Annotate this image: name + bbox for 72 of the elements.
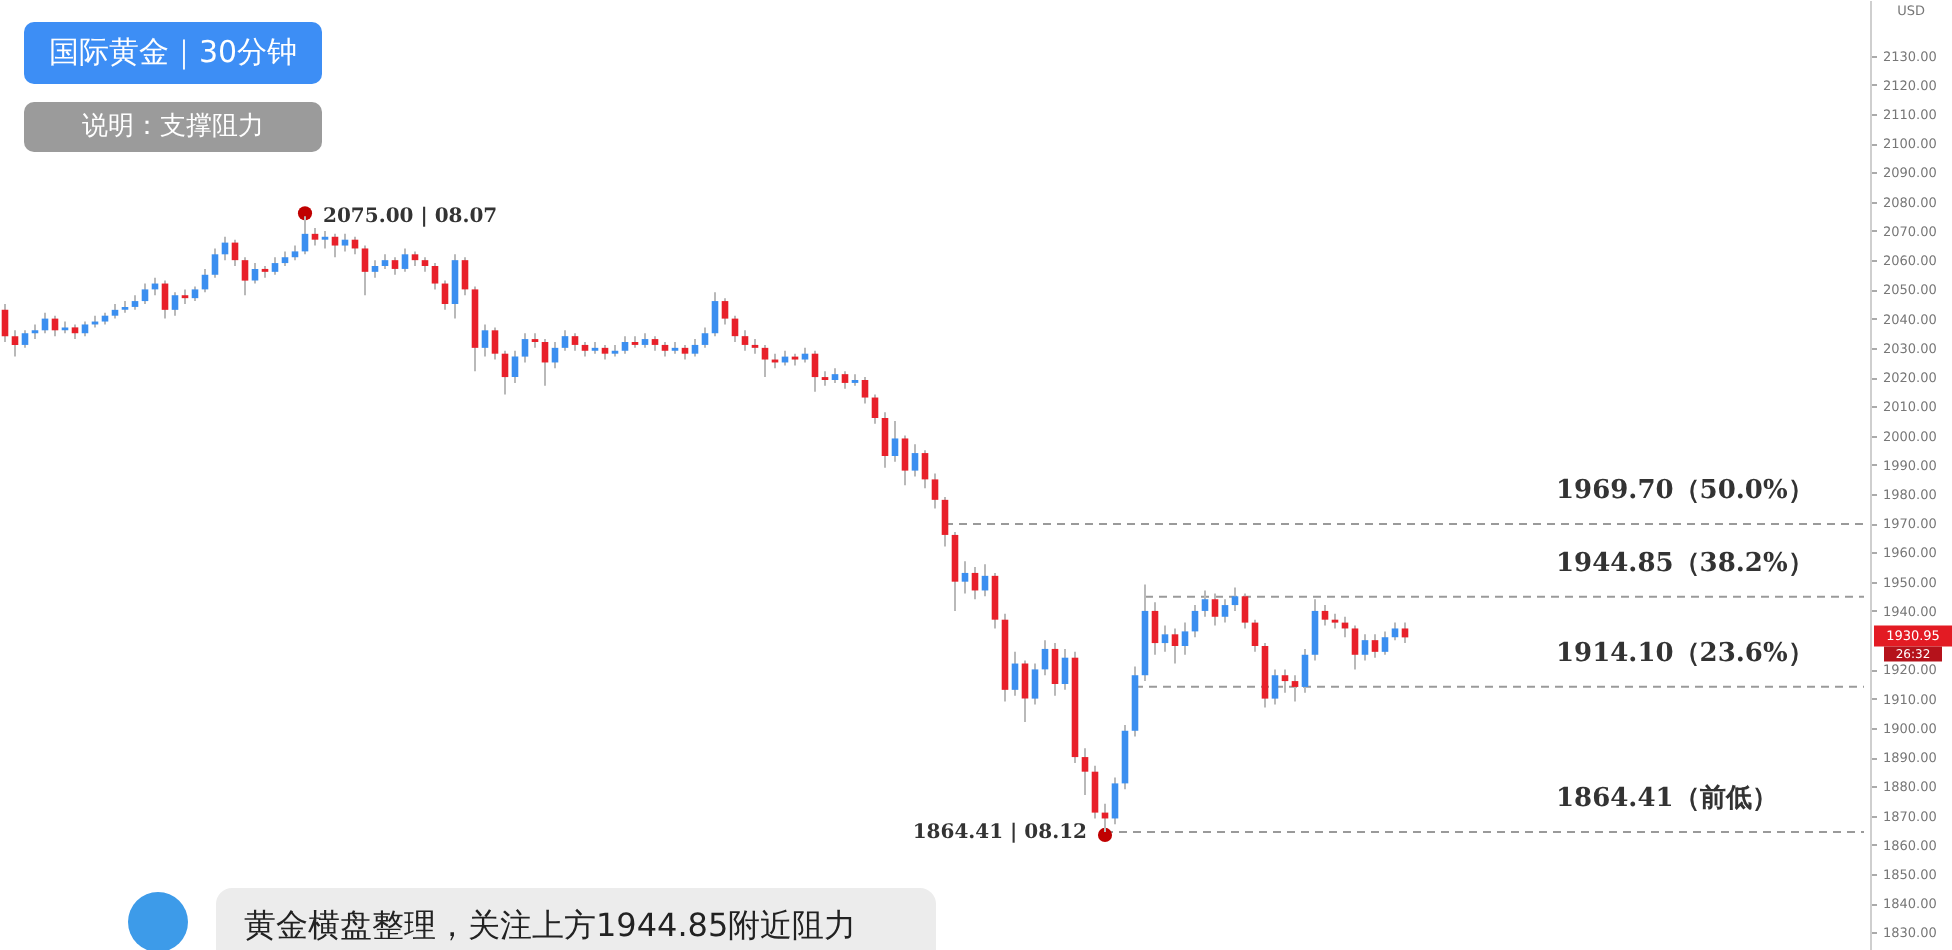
candlestick — [761, 343, 769, 379]
candlestick — [461, 256, 469, 297]
candlestick — [891, 419, 899, 463]
candlestick — [1, 303, 9, 343]
candlestick — [1221, 598, 1229, 624]
candlestick — [931, 472, 939, 510]
candlestick — [1381, 630, 1389, 656]
candlestick — [961, 560, 969, 595]
candlestick — [1301, 647, 1309, 694]
candlestick — [401, 247, 409, 273]
candlestick — [1311, 598, 1319, 662]
annotation: 2075.00 | 08.07 — [323, 206, 498, 229]
candlestick — [1201, 589, 1209, 618]
candlestick — [451, 253, 459, 320]
candlestick — [1251, 618, 1259, 653]
candlestick — [431, 262, 439, 291]
candlestick — [491, 326, 499, 361]
ref-line-label: 1969.70（50.0%） — [1556, 476, 1814, 507]
candlestick — [1031, 662, 1039, 706]
candlestick — [1361, 633, 1369, 662]
candlestick — [161, 279, 169, 320]
candlestick — [991, 571, 999, 630]
candlestick — [1271, 668, 1279, 706]
candlestick — [561, 329, 569, 352]
candlestick — [521, 332, 529, 364]
candlestick — [901, 434, 909, 487]
candlestick — [1401, 621, 1409, 645]
candlestick — [1061, 647, 1069, 691]
candlestick — [251, 262, 259, 285]
candlestick — [1161, 624, 1169, 653]
candlestick — [701, 326, 709, 349]
candlestick — [481, 323, 489, 358]
candlestick — [1181, 621, 1189, 656]
candlestick — [1371, 633, 1379, 659]
candlestick — [171, 291, 179, 317]
ref-line-label: 1864.41（前低） — [1556, 783, 1778, 814]
ref-line-label: 1944.85（38.2%） — [1556, 548, 1814, 579]
annotation: 黄金横盘整理，关注上方1944.85附近阻力 — [244, 904, 857, 948]
candlestick — [1051, 642, 1059, 697]
candlestick — [921, 449, 929, 490]
ref-line-label: 1914.10（23.6%） — [1556, 638, 1814, 669]
candlestick — [881, 411, 889, 469]
candlestick — [1281, 668, 1289, 694]
candlestick — [1091, 764, 1099, 820]
candlestick — [1351, 624, 1359, 671]
candlestick — [11, 329, 19, 358]
candlestick — [361, 244, 369, 297]
candlestick — [911, 443, 919, 478]
candlestick — [1211, 592, 1219, 627]
candlestick — [1111, 776, 1119, 826]
candlestick — [721, 297, 729, 326]
candlestick — [951, 531, 959, 612]
candlestick — [1241, 592, 1249, 630]
candlestick — [1321, 604, 1329, 627]
candlestick — [211, 247, 219, 279]
candlestick — [941, 495, 949, 548]
candlestick — [141, 282, 149, 305]
candlestick — [331, 232, 339, 259]
candlestick — [1151, 601, 1159, 656]
candlestick — [811, 349, 819, 393]
candlestick — [1291, 674, 1299, 703]
candlestick — [1171, 627, 1179, 665]
candlestick — [501, 349, 509, 396]
candlestick — [1021, 659, 1029, 723]
candlestick — [711, 291, 719, 338]
annotation: 1864.41 | 08.12 — [912, 821, 1088, 844]
candlestick — [1231, 586, 1239, 612]
candlestick — [241, 256, 249, 297]
candlestick — [741, 329, 749, 352]
candlestick — [1011, 650, 1019, 697]
candlestick — [861, 376, 869, 405]
candlestick — [1081, 747, 1089, 797]
